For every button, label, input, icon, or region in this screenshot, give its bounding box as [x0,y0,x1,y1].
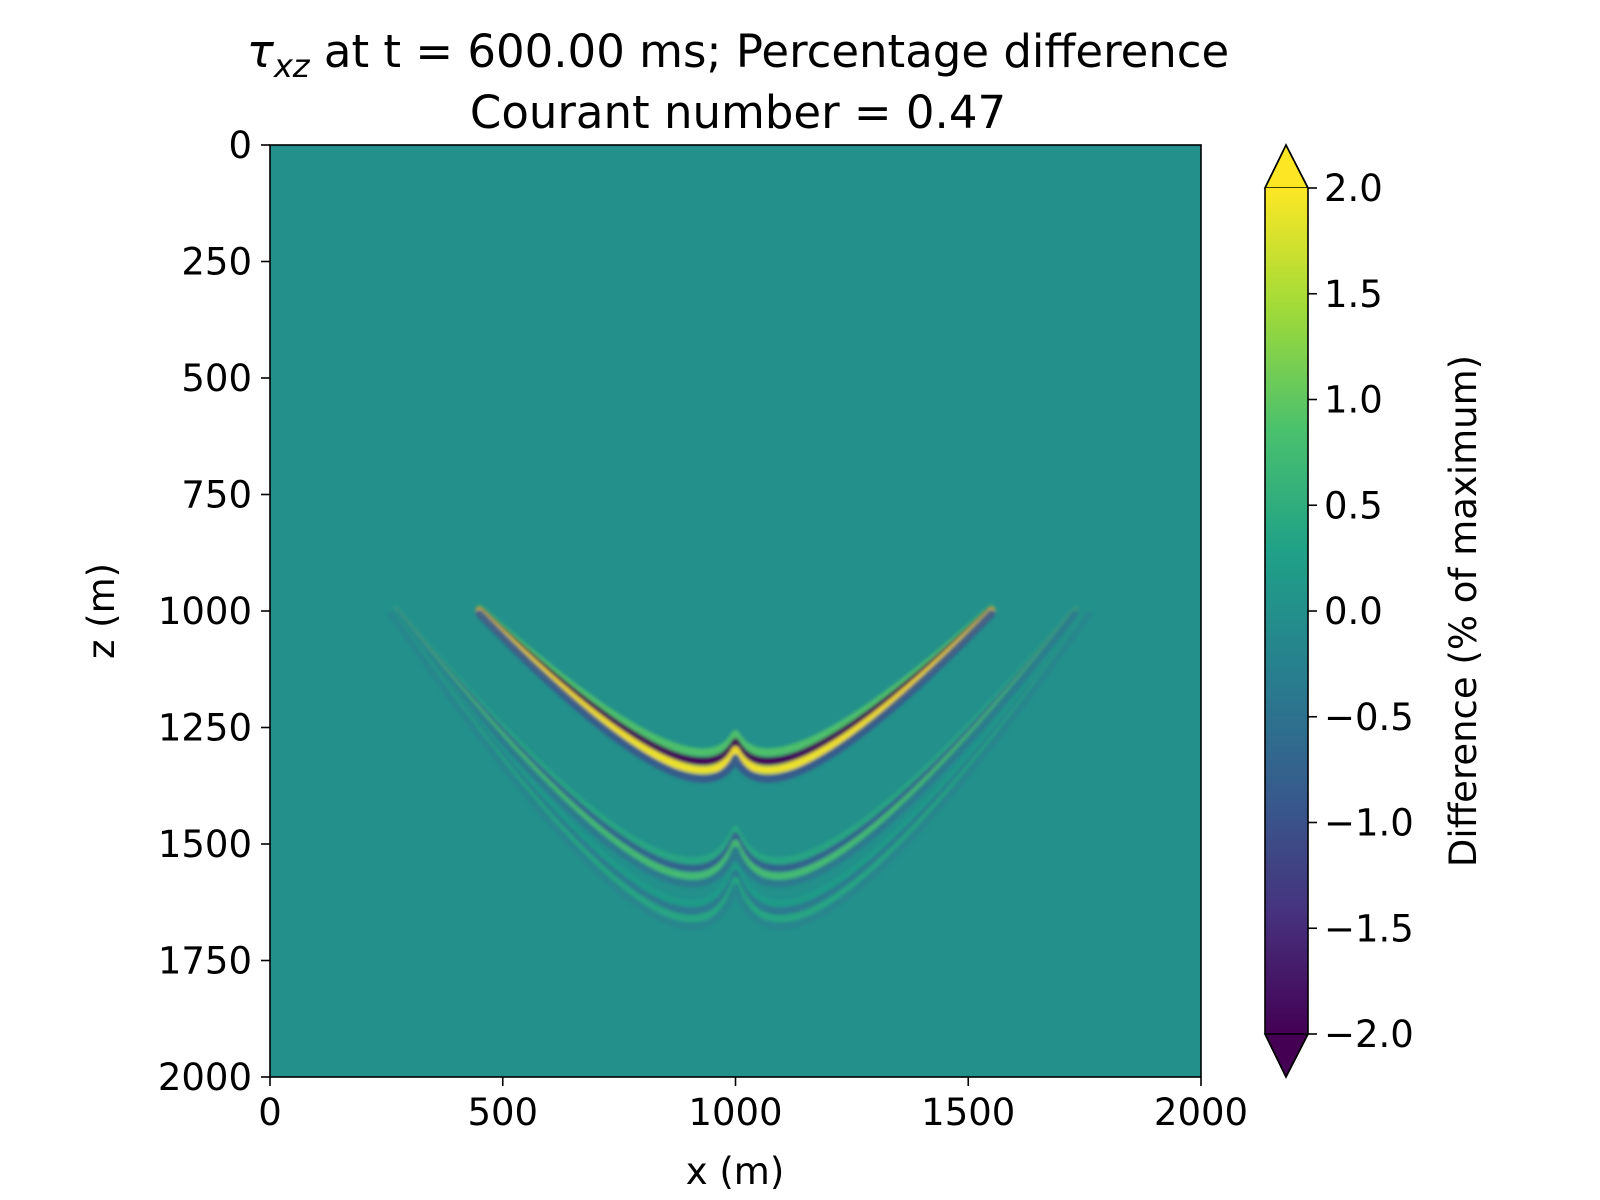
y-tick-label: 500 [181,357,252,400]
y-axis-label: z (m) [80,563,123,659]
colorbar-tick-label: 0.0 [1324,590,1383,633]
outer-wavefront-1 [392,605,1079,888]
y-tick-label: 1000 [158,590,252,633]
y-tick-label: 750 [181,474,252,517]
y-axis-ticks: 0 250 500 750 1000 1250 1500 1750 2000 [158,124,270,1099]
colorbar: 2.0 1.5 1.0 0.5 0.0 −0.5 −1.0 −1.5 −2.0 Differen… [1263,143,1485,1079]
y-tick-label: 0 [228,124,252,167]
y-tick-label: 1500 [158,823,252,866]
heatmap-background [270,145,1201,1077]
colorbar-extend-max [1263,143,1310,189]
outer-wavefront-1-band [392,609,1079,888]
title-rest: at t = 600.00 ms; Percentage difference [310,25,1230,78]
chart-subtitle: Courant number = 0.47 [470,86,1006,139]
colorbar-tick-label: 1.5 [1324,273,1383,316]
wavefront-features [387,604,1093,930]
colorbar-tick-label: −2.0 [1324,1013,1414,1056]
heatmap-plot [269,144,1202,1078]
title-symbol: τ [247,25,275,78]
x-axis-label: x (m) [686,1150,785,1193]
y-tick-label: 1250 [158,707,252,750]
x-tick-label: 0 [258,1091,282,1134]
colorbar-tick-label: 0.5 [1324,484,1383,527]
x-axis-ticks: 0 500 1000 1500 2000 [258,1077,1248,1134]
x-tick-label: 500 [467,1091,538,1134]
colorbar-tick-label: −1.5 [1324,907,1414,950]
y-tick-label: 2000 [158,1056,252,1099]
y-tick-label: 1750 [158,940,252,983]
colorbar-tick-label: 2.0 [1324,167,1383,210]
colorbar-tick-label: 1.0 [1324,379,1383,422]
colorbar-tick-label: −0.5 [1324,696,1414,739]
colorbar-label: Difference (% of maximum) [1442,355,1485,867]
colorbar-gradient [1265,188,1308,1034]
colorbar-tick-label: −1.0 [1324,802,1414,845]
title-subscript: xz [273,47,311,85]
y-tick-label: 250 [181,241,252,284]
chart-title: τxz at t = 600.00 ms; Percentage differe… [247,25,1229,85]
colorbar-ticks: 2.0 1.5 1.0 0.5 0.0 −0.5 −1.0 −1.5 −2.0 [1308,167,1414,1056]
colorbar-extend-min [1263,1033,1310,1079]
outer-wavefront-2 [387,605,1093,930]
main-wavefront [475,604,996,783]
main-wavefront-band [475,609,996,783]
x-tick-label: 1000 [688,1091,782,1134]
x-tick-label: 2000 [1154,1091,1248,1134]
x-tick-label: 1500 [921,1091,1015,1134]
outer-wavefront-2-band [387,609,1093,930]
